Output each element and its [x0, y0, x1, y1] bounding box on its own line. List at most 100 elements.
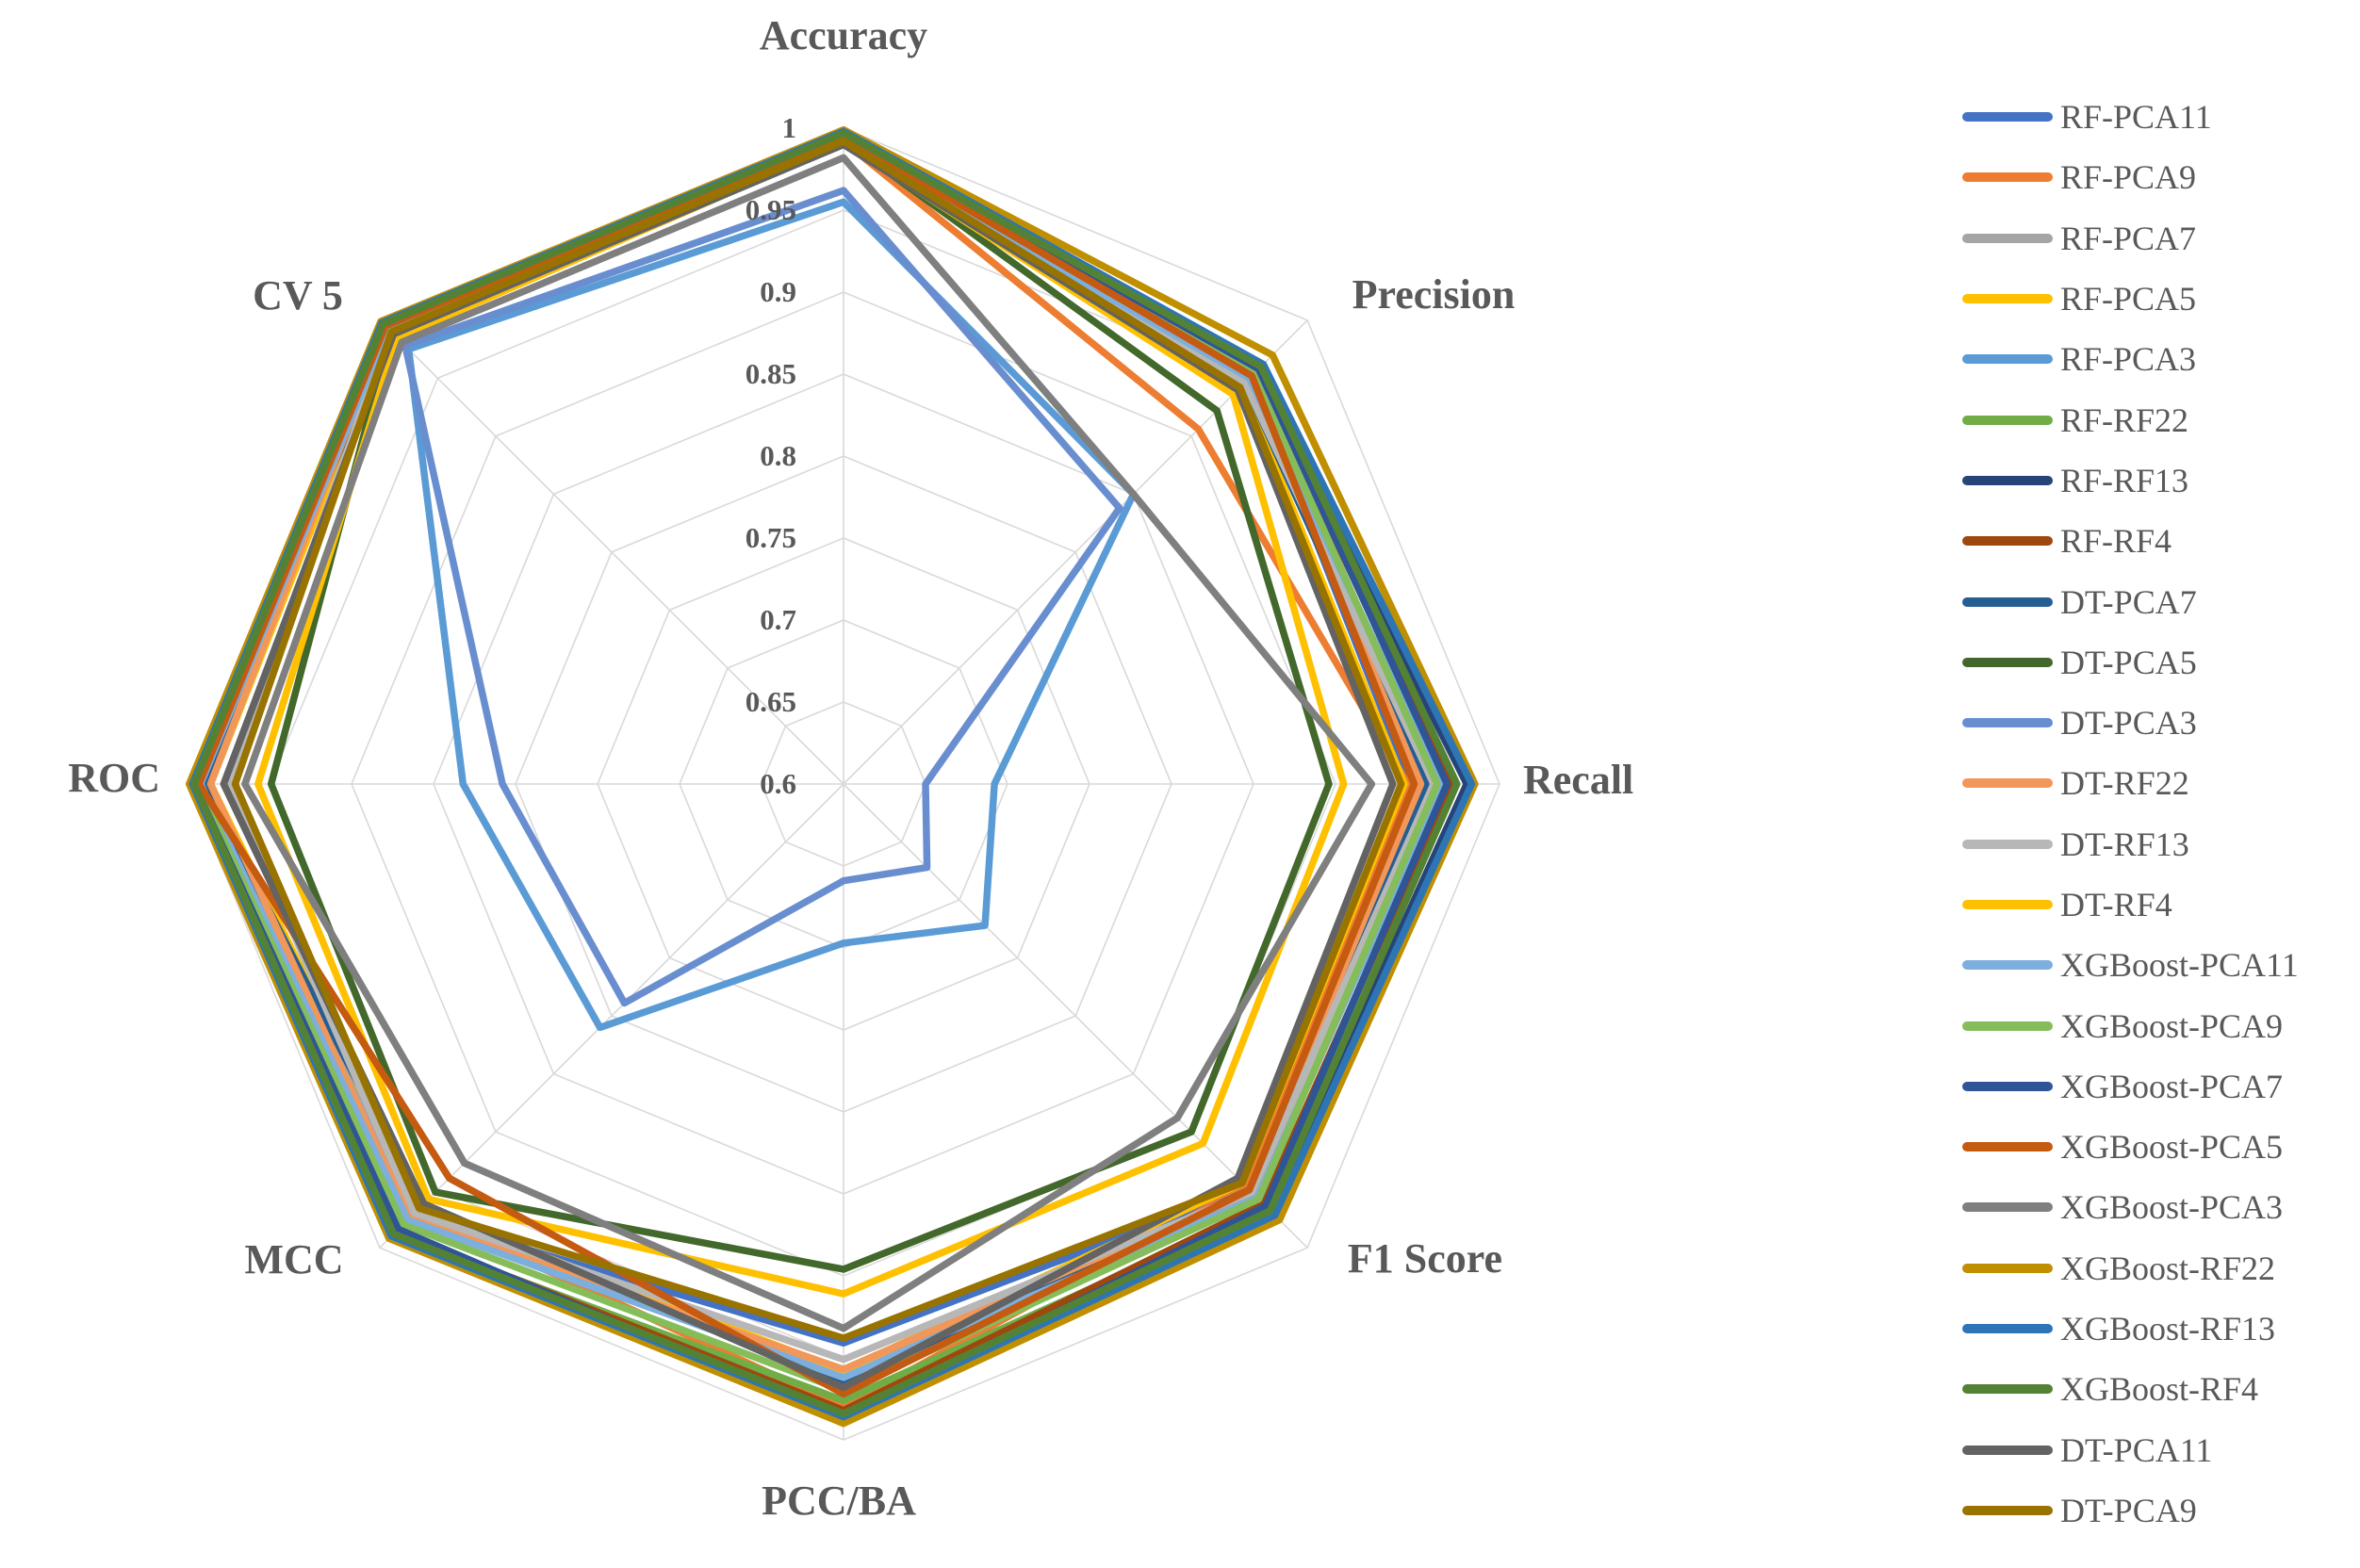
legend-item-XGBoost-RF13: XGBoost-RF13 [1962, 1298, 2358, 1359]
legend-item-DT-RF22: DT-RF22 [1962, 753, 2358, 813]
radial-tick-label: 0.6 [760, 767, 796, 800]
legend-label: XGBoost-PCA5 [2060, 1128, 2284, 1167]
legend-label: DT-PCA5 [2060, 643, 2197, 681]
legend-line-swatch [1962, 900, 2053, 909]
radial-tick-label: 0.95 [746, 193, 796, 226]
legend-label: XGBoost-RF13 [2060, 1310, 2276, 1348]
legend-item-XGBoost-PCA7: XGBoost-PCA7 [1962, 1056, 2358, 1117]
legend-line-swatch [1962, 1142, 2053, 1152]
legend-label: DT-PCA7 [2060, 582, 2197, 621]
legend-line-swatch [1962, 839, 2053, 849]
legend-item-XGBoost-RF22: XGBoost-RF22 [1962, 1238, 2358, 1298]
axis-labels: Accuracy Precision Recall F1 Score PCC/BA MCC… [68, 12, 1633, 1524]
radial-tick-label: 1 [782, 111, 797, 144]
legend-label: XGBoost-RF4 [2060, 1370, 2259, 1409]
legend-item-XGBoost-PCA9: XGBoost-PCA9 [1962, 995, 2358, 1055]
legend-label: XGBoost-PCA7 [2060, 1067, 2284, 1105]
series-polygon-XGBoost-RF4 [190, 129, 1461, 1417]
legend-line-swatch [1962, 475, 2053, 485]
legend-item-DT-PCA9: DT-PCA9 [1962, 1480, 2358, 1541]
axis-label-roc: ROC [68, 755, 160, 801]
legend-line-swatch [1962, 294, 2053, 304]
radar-series [185, 125, 1479, 1428]
axis-label-mcc: MCC [244, 1236, 343, 1282]
legend-item-RF-RF13: RF-RF13 [1962, 450, 2358, 511]
axis-label-recall: Recall [1523, 757, 1633, 803]
legend-label: DT-PCA9 [2060, 1491, 2197, 1529]
legend-label: RF-PCA5 [2060, 280, 2197, 318]
legend-item-XGBoost-PCA3: XGBoost-PCA3 [1962, 1177, 2358, 1237]
axis-label-accuracy: Accuracy [760, 12, 927, 58]
legend-label: DT-PCA11 [2060, 1430, 2213, 1469]
legend-item-RF-PCA5: RF-PCA5 [1962, 269, 2358, 329]
legend-item-DT-RF13: DT-RF13 [1962, 814, 2358, 874]
axis-label-f1-score: F1 Score [1348, 1235, 1502, 1282]
legend-label: XGBoost-PCA3 [2060, 1188, 2284, 1227]
radar-ring [679, 619, 1008, 949]
radar-ring [761, 701, 926, 867]
legend-label: XGBoost-PCA9 [2060, 1006, 2284, 1045]
legend-label: DT-PCA3 [2060, 704, 2197, 743]
legend-line-swatch [1962, 657, 2053, 667]
legend-line-swatch [1962, 354, 2053, 365]
legend: RF-PCA11 RF-PCA9 RF-PCA7 RF-PCA5 RF-PCA3 RF-R… [1962, 87, 2358, 1541]
radial-tick-labels: 1 0.95 0.9 0.85 0.8 0.75 0.7 0.65 0.6 [746, 111, 796, 800]
series-polygon-XGBoost-PCA5 [195, 132, 1418, 1398]
legend-item-DT-RF4: DT-RF4 [1962, 874, 2358, 935]
legend-label: XGBoost-RF22 [2060, 1249, 2276, 1287]
axis-label-pcc-ba: PCC/BA [762, 1478, 916, 1524]
legend-item-DT-PCA11: DT-PCA11 [1962, 1420, 2358, 1480]
legend-item-XGBoost-PCA11: XGBoost-PCA11 [1962, 935, 2358, 995]
legend-line-swatch [1962, 718, 2053, 728]
radial-tick-label: 0.75 [746, 521, 796, 554]
legend-label: RF-PCA9 [2060, 158, 2197, 197]
series-polygon-XGBoost-PCA3 [241, 154, 1376, 1332]
axis-label-precision: Precision [1352, 271, 1516, 318]
legend-line-swatch [1962, 1021, 2053, 1031]
legend-item-XGBoost-RF4: XGBoost-RF4 [1962, 1359, 2358, 1419]
axis-label-cv-5: CV 5 [253, 272, 343, 318]
legend-line-swatch [1962, 415, 2053, 425]
legend-line-swatch [1962, 596, 2053, 607]
legend-item-DT-PCA5: DT-PCA5 [1962, 632, 2358, 693]
radial-tick-label: 0.7 [760, 603, 796, 636]
legend-label: RF-PCA7 [2060, 219, 2197, 257]
legend-item-DT-PCA3: DT-PCA3 [1962, 693, 2358, 753]
radar-ring [597, 537, 1090, 1031]
legend-line-swatch [1962, 1445, 2053, 1455]
legend-label: DT-RF13 [2060, 825, 2189, 863]
legend-label: RF-RF22 [2060, 400, 2189, 439]
legend-line-swatch [1962, 1202, 2053, 1213]
legend-line-swatch [1962, 1263, 2053, 1273]
legend-item-DT-PCA7: DT-PCA7 [1962, 571, 2358, 631]
legend-label: XGBoost-PCA11 [2060, 946, 2299, 985]
legend-line-swatch [1962, 1081, 2053, 1091]
radar-ring [515, 455, 1172, 1113]
legend-label: DT-RF22 [2060, 764, 2189, 803]
series-polygon-DT-PCA3 [402, 187, 1123, 1007]
series-polygon-DT-PCA9 [231, 138, 1405, 1342]
radial-tick-label: 0.8 [760, 439, 796, 472]
legend-item-RF-PCA7: RF-PCA7 [1962, 208, 2358, 269]
legend-line-swatch [1962, 1324, 2053, 1334]
legend-line-swatch [1962, 778, 2053, 789]
legend-item-RF-RF22: RF-RF22 [1962, 389, 2358, 449]
legend-line-swatch [1962, 1505, 2053, 1515]
legend-label: DT-RF4 [2060, 886, 2172, 923]
radial-tick-label: 0.9 [760, 275, 796, 308]
legend-line-swatch [1962, 233, 2053, 243]
legend-line-swatch [1962, 960, 2053, 971]
legend-item-RF-PCA9: RF-PCA9 [1962, 147, 2358, 207]
legend-label: RF-RF13 [2060, 461, 2189, 499]
radial-tick-label: 0.85 [746, 357, 796, 390]
legend-label: RF-PCA3 [2060, 340, 2197, 379]
series-polygon-RF-PCA3 [404, 198, 1138, 1032]
legend-item-RF-PCA3: RF-PCA3 [1962, 329, 2358, 389]
legend-line-swatch [1962, 1384, 2053, 1395]
legend-line-swatch [1962, 172, 2053, 183]
radial-tick-label: 0.65 [746, 685, 796, 718]
legend-label: RF-PCA11 [2060, 98, 2212, 137]
radar-ring [433, 373, 1254, 1195]
legend-line-swatch [1962, 112, 2053, 122]
